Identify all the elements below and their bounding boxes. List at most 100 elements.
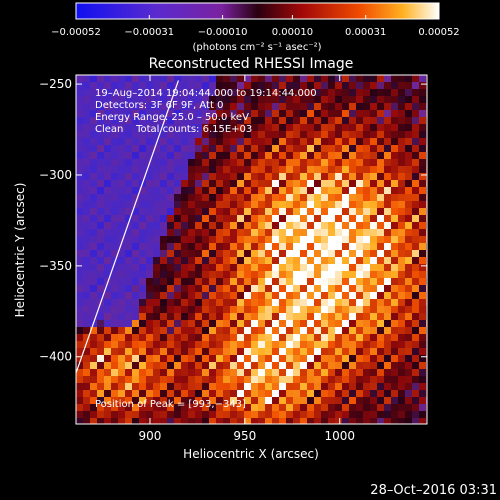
- heatmap-cell: [251, 348, 259, 356]
- heatmap-cell: [118, 117, 126, 125]
- heatmap-cell: [300, 299, 308, 307]
- heatmap-cell: [83, 166, 91, 174]
- heatmap-cell: [160, 166, 168, 174]
- heatmap-cell: [314, 271, 322, 279]
- heatmap-cell: [209, 159, 217, 167]
- heatmap-cell: [237, 362, 245, 370]
- heatmap-cell: [265, 124, 273, 132]
- heatmap-cell: [195, 152, 203, 160]
- heatmap-cell: [90, 264, 98, 272]
- heatmap-cell: [307, 96, 315, 104]
- heatmap-cell: [272, 355, 280, 363]
- heatmap-cell: [342, 152, 350, 160]
- heatmap-cell: [237, 355, 245, 363]
- heatmap-cell: [97, 292, 105, 300]
- heatmap-cell: [384, 236, 392, 244]
- heatmap-cell: [265, 278, 273, 286]
- heatmap-cell: [125, 180, 133, 188]
- heatmap-cell: [405, 313, 413, 321]
- heatmap-cell: [300, 180, 308, 188]
- heatmap-cell: [146, 152, 154, 160]
- heatmap-cell: [223, 341, 231, 349]
- heatmap-cell: [300, 411, 308, 419]
- heatmap-cell: [223, 229, 231, 237]
- heatmap-cell: [265, 404, 273, 412]
- heatmap-cell: [167, 369, 175, 377]
- heatmap-cell: [377, 194, 385, 202]
- heatmap-cell: [160, 103, 168, 111]
- heatmap-cell: [307, 194, 315, 202]
- heatmap-cell: [251, 229, 259, 237]
- heatmap-cell: [258, 390, 266, 398]
- heatmap-cell: [286, 166, 294, 174]
- heatmap-cell: [405, 271, 413, 279]
- heatmap-cell: [139, 250, 147, 258]
- heatmap-cell: [279, 376, 287, 384]
- heatmap-cell: [230, 96, 238, 104]
- heatmap-cell: [76, 145, 84, 153]
- heatmap-cell: [349, 369, 357, 377]
- heatmap-cell: [237, 404, 245, 412]
- heatmap-cell: [419, 334, 427, 342]
- heatmap-cell: [146, 355, 154, 363]
- heatmap-cell: [167, 173, 175, 181]
- heatmap-cell: [202, 89, 210, 97]
- heatmap-cell: [384, 278, 392, 286]
- heatmap-cell: [412, 166, 420, 174]
- heatmap-cell: [363, 355, 371, 363]
- heatmap-cell: [139, 334, 147, 342]
- heatmap-cell: [258, 180, 266, 188]
- heatmap-cell: [307, 103, 315, 111]
- heatmap-cell: [132, 376, 140, 384]
- heatmap-cell: [342, 397, 350, 405]
- heatmap-cell: [97, 348, 105, 356]
- heatmap-cell: [111, 369, 119, 377]
- heatmap-cell: [251, 236, 259, 244]
- heatmap-cell: [328, 271, 336, 279]
- heatmap-cell: [153, 383, 161, 391]
- x-tick-label: 950: [233, 429, 256, 443]
- heatmap-cell: [90, 362, 98, 370]
- heatmap-cell: [342, 334, 350, 342]
- heatmap-cell: [321, 313, 329, 321]
- heatmap-cell: [391, 236, 399, 244]
- heatmap-cell: [146, 110, 154, 118]
- heatmap-cell: [342, 124, 350, 132]
- heatmap-cell: [195, 306, 203, 314]
- heatmap-cell: [202, 257, 210, 265]
- heatmap-cell: [244, 250, 252, 258]
- heatmap-cell: [153, 96, 161, 104]
- heatmap-cell: [328, 264, 336, 272]
- y-axis-label: Heliocentric Y (arcsec): [13, 183, 27, 318]
- heatmap-cell: [265, 369, 273, 377]
- heatmap-cell: [181, 418, 189, 424]
- heatmap-cell: [230, 257, 238, 265]
- heatmap-cell: [237, 145, 245, 153]
- heatmap-cell: [391, 75, 399, 83]
- heatmap-cell: [104, 201, 112, 209]
- heatmap-cell: [384, 208, 392, 216]
- x-axis-ticks: 900 950 1000: [139, 75, 355, 443]
- heatmap-cell: [223, 264, 231, 272]
- heatmap-cell: [83, 103, 91, 111]
- heatmap-cell: [335, 334, 343, 342]
- heatmap-cell: [293, 208, 301, 216]
- heatmap-cell: [202, 145, 210, 153]
- heatmap-cell: [125, 229, 133, 237]
- heatmap-cell: [160, 152, 168, 160]
- heatmap-cell: [209, 166, 217, 174]
- heatmap-cell: [195, 411, 203, 419]
- heatmap-cell: [328, 404, 336, 412]
- heatmap-cell: [419, 145, 427, 153]
- heatmap-cell: [419, 285, 427, 293]
- heatmap-cell: [370, 348, 378, 356]
- heatmap-cell: [181, 208, 189, 216]
- heatmap-cell: [160, 180, 168, 188]
- heatmap-cell: [384, 257, 392, 265]
- heatmap-cell: [104, 236, 112, 244]
- heatmap-cell: [377, 103, 385, 111]
- heatmap-cell: [76, 334, 84, 342]
- heatmap-cell: [174, 229, 182, 237]
- heatmap-cell: [132, 292, 140, 300]
- heatmap-cell: [209, 320, 217, 328]
